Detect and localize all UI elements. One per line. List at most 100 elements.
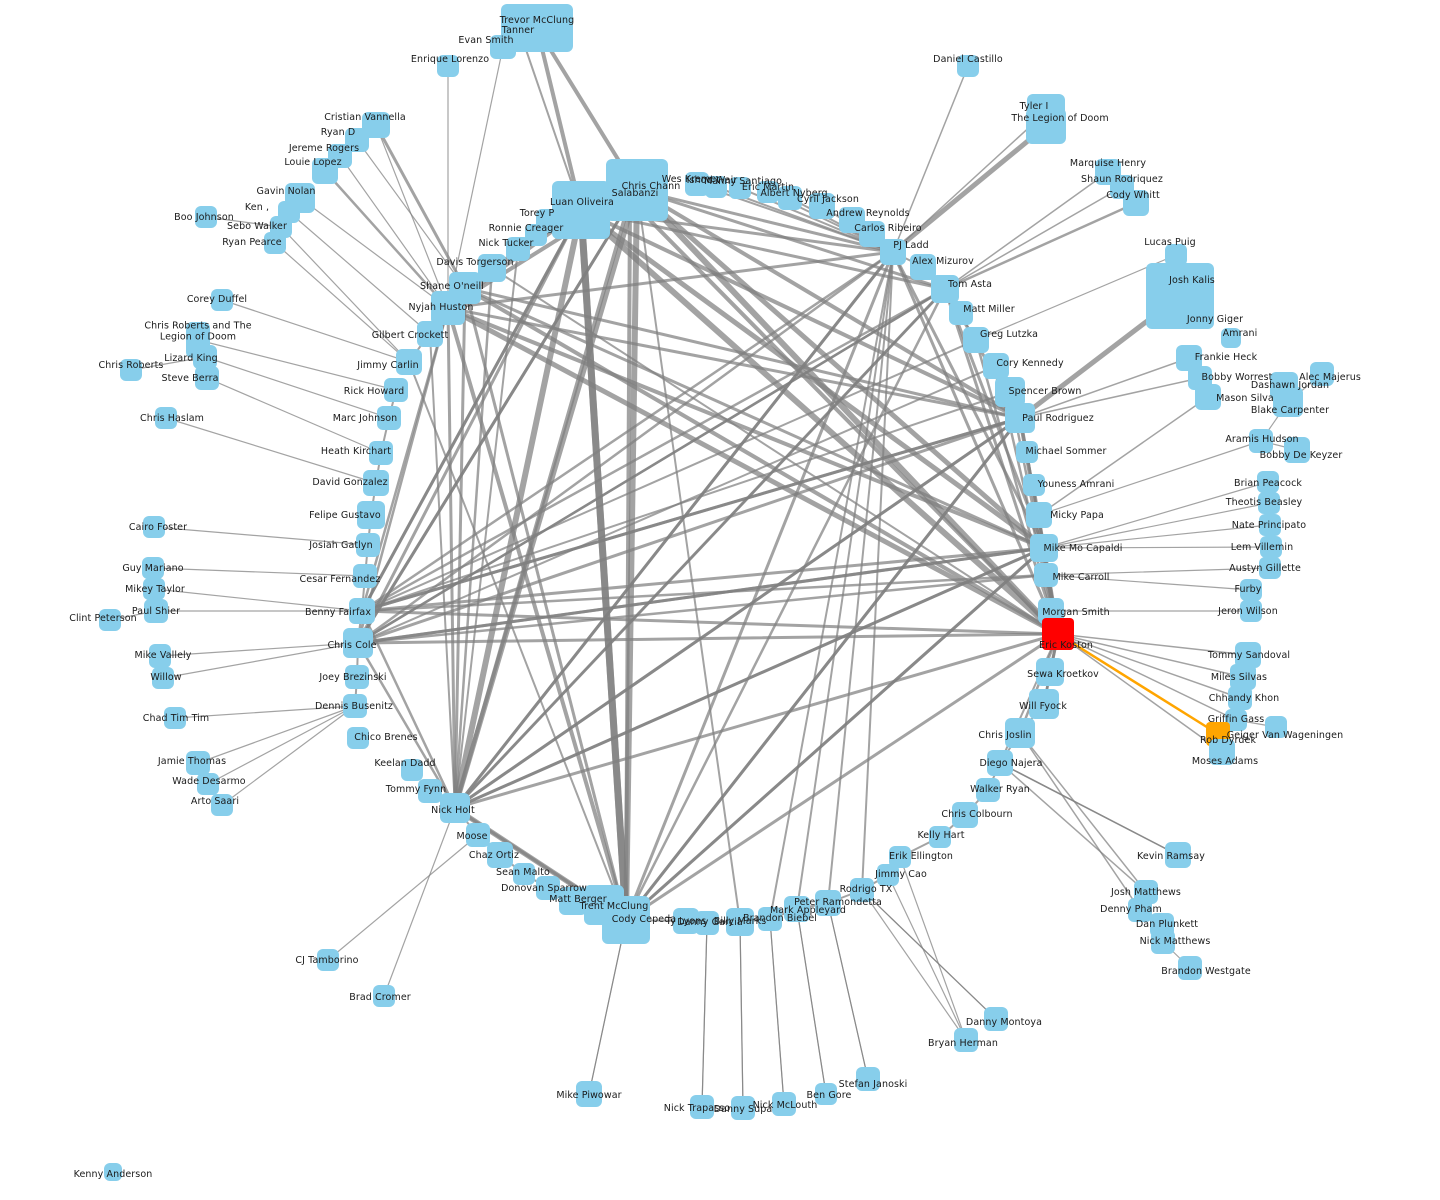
graph-node[interactable] bbox=[957, 55, 979, 77]
graph-node[interactable] bbox=[877, 864, 899, 886]
graph-node[interactable] bbox=[1235, 642, 1261, 668]
graph-node[interactable] bbox=[1195, 384, 1221, 410]
graph-node[interactable] bbox=[431, 291, 465, 325]
graph-node[interactable] bbox=[729, 177, 751, 199]
graph-node[interactable] bbox=[1005, 403, 1035, 433]
graph-node[interactable] bbox=[1259, 557, 1281, 579]
graph-node[interactable] bbox=[396, 349, 422, 375]
graph-node[interactable] bbox=[1265, 716, 1287, 738]
graph-node[interactable] bbox=[155, 407, 177, 429]
graph-node[interactable] bbox=[317, 949, 339, 971]
graph-node[interactable] bbox=[440, 793, 470, 823]
graph-node[interactable] bbox=[197, 773, 219, 795]
graph-node[interactable] bbox=[369, 441, 393, 465]
graph-node[interactable] bbox=[120, 359, 142, 381]
graph-node[interactable] bbox=[373, 985, 395, 1007]
graph-node[interactable] bbox=[195, 366, 219, 390]
graph-node[interactable] bbox=[525, 224, 547, 246]
graph-node[interactable] bbox=[757, 181, 779, 203]
graph-node[interactable] bbox=[931, 275, 959, 303]
graph-node[interactable] bbox=[954, 1028, 978, 1052]
graph-node[interactable] bbox=[983, 353, 1009, 379]
graph-node[interactable] bbox=[1284, 437, 1310, 463]
graph-node[interactable] bbox=[401, 759, 423, 781]
graph-node[interactable] bbox=[1005, 718, 1035, 748]
graph-node[interactable] bbox=[984, 1007, 1008, 1031]
graph-node[interactable] bbox=[815, 1083, 837, 1105]
graph-node[interactable] bbox=[490, 35, 516, 59]
graph-node[interactable] bbox=[963, 327, 989, 353]
graph-node[interactable] bbox=[345, 665, 369, 689]
graph-node[interactable] bbox=[357, 501, 385, 529]
graph-node[interactable] bbox=[487, 842, 513, 868]
graph-node[interactable] bbox=[987, 750, 1013, 776]
graph-node[interactable] bbox=[929, 826, 951, 848]
graph-node[interactable] bbox=[211, 794, 233, 816]
graph-node[interactable] bbox=[1151, 930, 1175, 954]
graph-node[interactable] bbox=[343, 694, 367, 718]
graph-node[interactable] bbox=[1030, 534, 1058, 562]
graph-node[interactable] bbox=[193, 345, 217, 369]
graph-node[interactable] bbox=[353, 564, 377, 588]
graph-node[interactable] bbox=[1249, 429, 1273, 453]
graph-node[interactable] bbox=[513, 863, 535, 885]
graph-node[interactable] bbox=[1026, 502, 1052, 528]
graph-node[interactable] bbox=[690, 1095, 714, 1119]
graph-node[interactable] bbox=[478, 254, 506, 282]
graph-node[interactable] bbox=[506, 237, 530, 261]
graph-node[interactable] bbox=[1026, 108, 1066, 144]
graph-node[interactable] bbox=[99, 609, 121, 631]
graph-node[interactable] bbox=[610, 180, 650, 220]
graph-node[interactable] bbox=[889, 846, 911, 868]
graph-node[interactable] bbox=[1034, 563, 1058, 587]
graph-node[interactable] bbox=[343, 628, 373, 658]
graph-node[interactable] bbox=[1178, 956, 1202, 980]
graph-node[interactable] bbox=[1259, 514, 1281, 536]
graph-node[interactable] bbox=[417, 321, 443, 347]
graph-node[interactable] bbox=[347, 727, 369, 749]
graph-node[interactable] bbox=[1240, 579, 1262, 601]
graph-node[interactable] bbox=[536, 876, 560, 900]
graph-node[interactable] bbox=[377, 406, 401, 430]
graph-node[interactable] bbox=[1165, 244, 1187, 266]
graph-node[interactable] bbox=[602, 896, 650, 944]
graph-node[interactable] bbox=[1023, 474, 1045, 496]
graph-node[interactable] bbox=[264, 232, 286, 254]
graph-node[interactable] bbox=[142, 557, 164, 579]
graph-node[interactable] bbox=[152, 667, 174, 689]
graph-node[interactable] bbox=[356, 533, 380, 557]
graph-node[interactable] bbox=[1128, 898, 1152, 922]
graph-node[interactable] bbox=[576, 1081, 602, 1107]
graph-node[interactable] bbox=[850, 878, 874, 902]
graph-node[interactable] bbox=[1165, 842, 1191, 868]
graph-node[interactable] bbox=[910, 254, 936, 280]
graph-node[interactable] bbox=[731, 1096, 755, 1120]
graph-node[interactable] bbox=[809, 193, 835, 219]
graph-node[interactable] bbox=[784, 896, 810, 922]
graph-node[interactable] bbox=[1209, 739, 1235, 765]
graph-node[interactable] bbox=[952, 802, 978, 828]
graph-node[interactable] bbox=[949, 301, 973, 325]
graph-node[interactable] bbox=[466, 823, 490, 847]
graph-node[interactable] bbox=[815, 890, 841, 916]
graph-node[interactable] bbox=[1257, 471, 1279, 493]
graph-node[interactable] bbox=[144, 599, 168, 623]
graph-node[interactable] bbox=[143, 578, 165, 600]
graph-node[interactable] bbox=[695, 911, 719, 935]
graph-node[interactable] bbox=[1146, 263, 1214, 329]
graph-node[interactable] bbox=[195, 206, 217, 228]
graph-node[interactable] bbox=[164, 707, 186, 729]
graph-node[interactable] bbox=[995, 377, 1025, 407]
graph-node[interactable] bbox=[856, 1067, 880, 1091]
graph-node[interactable] bbox=[149, 644, 171, 668]
graph-node[interactable] bbox=[437, 55, 459, 77]
graph-node[interactable] bbox=[673, 908, 699, 934]
graph-node[interactable] bbox=[1258, 492, 1280, 514]
graph-node[interactable] bbox=[1228, 686, 1252, 710]
graph-node[interactable] bbox=[363, 470, 389, 496]
graph-node[interactable] bbox=[1042, 618, 1074, 650]
graph-node[interactable] bbox=[1036, 658, 1064, 686]
graph-node[interactable] bbox=[880, 239, 906, 265]
graph-node[interactable] bbox=[104, 1163, 122, 1181]
graph-node[interactable] bbox=[143, 516, 165, 538]
